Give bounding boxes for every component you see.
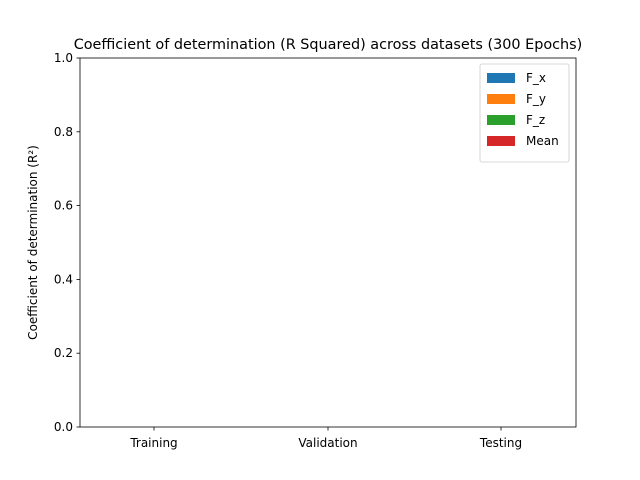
y-axis: 0.0 0.2 0.4 0.6 0.8 1.0 [54,51,80,434]
legend-swatch [487,73,515,83]
chart-title: Coefficient of determination (R Squared)… [74,37,583,53]
y-tick-label: 0.6 [54,199,73,213]
legend: F_x F_y F_z Mean [479,63,570,163]
y-tick-label: 0.4 [54,272,73,286]
x-tick-label: Training [129,436,177,450]
y-axis-label: Coefficient of determination (R²) [26,145,40,340]
x-tick-label: Validation [298,436,357,450]
legend-swatch [487,115,515,125]
legend-label: F_y [526,92,546,106]
legend-swatch [487,94,515,104]
legend-swatch [487,136,515,146]
y-tick-label: 0.0 [54,420,73,434]
x-axis: Training Validation Testing [129,427,522,450]
x-tick-label: Testing [479,436,522,450]
y-tick-label: 1.0 [54,51,73,65]
legend-label: Mean [526,134,559,148]
y-tick-label: 0.2 [54,346,73,360]
legend-label: F_x [526,71,546,85]
y-tick-label: 0.8 [54,125,73,139]
legend-label: F_z [526,113,545,127]
